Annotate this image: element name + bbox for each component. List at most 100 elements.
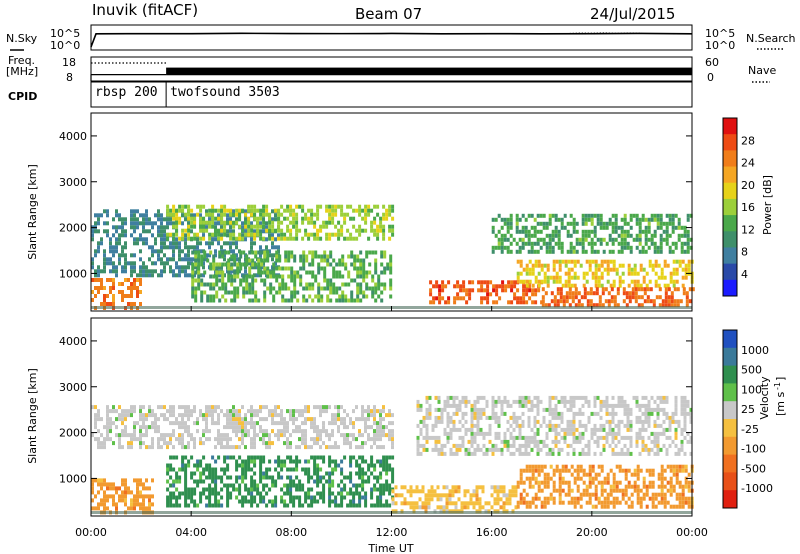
data-cell [484, 501, 488, 506]
data-cell [531, 300, 535, 305]
data-cell [687, 496, 691, 501]
data-cell [569, 395, 573, 400]
data-cell [612, 496, 616, 501]
data-cell [557, 245, 561, 250]
data-cell [518, 443, 522, 448]
data-cell [602, 403, 606, 408]
data-cell [223, 212, 227, 217]
data-cell [680, 241, 684, 246]
data-cell [465, 300, 469, 305]
data-cell [672, 472, 676, 477]
data-cell [485, 415, 489, 420]
data-cell [662, 221, 666, 226]
data-cell [672, 279, 676, 284]
data-cell [688, 287, 692, 292]
data-cell [271, 228, 275, 233]
data-cell [181, 441, 184, 446]
data-cell [382, 409, 385, 414]
data-cell [560, 411, 564, 416]
data-cell [334, 421, 337, 426]
data-cell [214, 225, 217, 230]
data-cell [169, 257, 172, 262]
data-cell [501, 288, 505, 293]
data-cell [451, 485, 455, 490]
data-cell [685, 299, 689, 304]
data-cell [631, 295, 635, 300]
data-cell [139, 425, 142, 430]
data-cell [642, 476, 646, 481]
data-cell [353, 266, 357, 271]
data-cell [569, 213, 573, 218]
data-cell [254, 290, 258, 295]
data-cell [295, 232, 299, 237]
data-cell [262, 459, 266, 464]
data-cell [356, 254, 360, 259]
data-cell [244, 471, 248, 476]
nsky-series-line [90, 32, 693, 48]
data-cell [175, 471, 179, 476]
data-cell [531, 271, 535, 276]
data-cell [256, 273, 259, 278]
data-cell [157, 213, 160, 218]
data-cell [440, 447, 444, 452]
data-cell [668, 435, 672, 440]
data-cell [295, 483, 299, 488]
data-cell [277, 437, 280, 442]
data-cell [265, 467, 269, 472]
data-cell [524, 439, 528, 444]
data-cell [250, 221, 253, 226]
data-cell [109, 245, 112, 250]
data-cell [376, 421, 379, 426]
data-cell [524, 435, 528, 440]
data-cell [346, 228, 350, 233]
data-cell [136, 294, 139, 298]
data-cell [528, 284, 532, 289]
data-cell [94, 229, 97, 234]
data-cell [629, 213, 633, 218]
data-cell [97, 269, 100, 274]
data-cell [425, 399, 429, 404]
data-cell [461, 411, 465, 416]
data-cell [160, 221, 163, 226]
data-cell [412, 505, 416, 510]
data-cell [606, 504, 610, 509]
data-cell [588, 267, 592, 272]
data-cell [169, 455, 173, 460]
data-cell [181, 213, 184, 218]
data-cell [630, 500, 634, 505]
data-cell [250, 421, 253, 426]
data-cell [689, 237, 693, 242]
data-cell [608, 427, 612, 432]
data-cell [187, 245, 190, 250]
data-cell [94, 249, 97, 254]
data-cell [482, 411, 486, 416]
data-cell [584, 249, 588, 254]
data-cell [238, 224, 242, 229]
data-cell [247, 261, 250, 266]
data-cell [684, 464, 688, 469]
data-cell [361, 417, 364, 422]
data-cell [283, 433, 286, 438]
data-cell [598, 299, 602, 304]
data-cell [166, 236, 170, 241]
data-cell [440, 411, 444, 416]
data-cell [548, 241, 552, 246]
data-cell [244, 421, 247, 426]
data-cell [211, 417, 214, 422]
data-cell [319, 204, 323, 209]
data-cell [623, 435, 627, 440]
data-cell [533, 443, 537, 448]
data-cell [142, 433, 145, 438]
data-cell [509, 225, 513, 230]
data-cell [561, 259, 565, 264]
data-cell [361, 413, 364, 418]
data-cell [533, 249, 537, 254]
data-cell [229, 491, 233, 496]
data-cell [91, 265, 94, 270]
data-cell [205, 225, 208, 230]
data-cell [124, 413, 127, 418]
data-cell [284, 282, 288, 287]
data-cell [611, 213, 615, 218]
data-cell [337, 425, 340, 430]
data-cell [554, 443, 558, 448]
